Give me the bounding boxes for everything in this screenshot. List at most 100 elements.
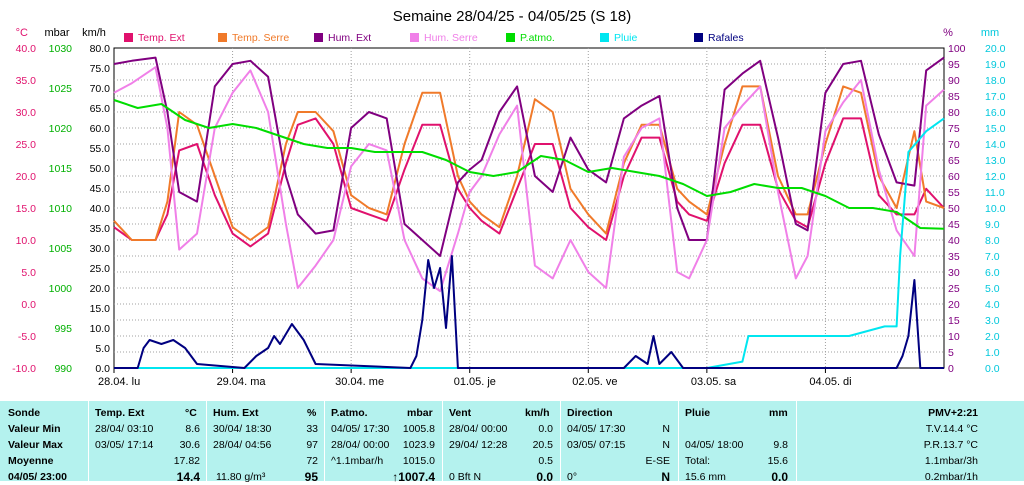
axis-tick-humidity: 70 — [948, 139, 960, 151]
legend-label: Pluie — [614, 32, 638, 44]
temp-min-time: 28/04/ 03:10 — [95, 423, 154, 435]
stats-header-temp: Temp. Ext — [95, 407, 145, 419]
axis-tick-rain: 16.0 — [985, 107, 1006, 119]
hum-min: 33 — [306, 423, 318, 435]
axis-tick-humidity: 60 — [948, 171, 960, 183]
axis-tick-wind: 0.0 — [95, 363, 110, 375]
axis-tick-rain: 6.0 — [985, 267, 1000, 279]
vent-current-extra: 0 Bft N — [449, 471, 482, 483]
axis-tick-rain: 13.0 — [985, 155, 1006, 167]
vent-current: 0.0 — [536, 470, 553, 484]
patmo-avg: 1015.0 — [402, 455, 435, 467]
axis-tick-humidity: 75 — [948, 123, 960, 135]
axis-tick-rain: 4.0 — [985, 299, 1000, 311]
axis-tick-humidity: 55 — [948, 187, 960, 199]
axis-tick-humidity: 40 — [948, 235, 960, 247]
legend-swatch — [124, 33, 133, 42]
axis-label-rain: mm — [981, 27, 999, 39]
axis-tick-wind: 80.0 — [90, 43, 111, 55]
axis-tick-rain: 2.0 — [985, 331, 1000, 343]
patmo-min-time: 04/05/ 17:30 — [331, 423, 390, 435]
row-label-min: Valeur Min — [8, 423, 61, 435]
axis-tick-rain: 15.0 — [985, 123, 1006, 135]
stats-header-vent: Vent — [449, 407, 472, 419]
axis-tick-wind: 50.0 — [90, 163, 111, 175]
axis-tick-pressure: 1020 — [49, 123, 73, 135]
direction-min: N — [662, 423, 670, 435]
axis-tick-pressure: 1015 — [49, 163, 73, 175]
series-line-pluie — [114, 117, 945, 369]
axis-tick-wind: 40.0 — [90, 203, 111, 215]
direction-min-time: 04/05/ 17:30 — [567, 423, 626, 435]
patmo-max-time: 28/04/ 00:00 — [331, 439, 390, 451]
axis-tick-rain: 7.0 — [985, 251, 1000, 263]
series-line-p-atmo- — [113, 99, 945, 230]
patmo-trend: ^1.1mbar/h — [331, 455, 384, 467]
pmv-rate-1h: 0.2mbar/1h — [924, 471, 978, 483]
axis-tick-wind: 15.0 — [90, 303, 111, 315]
vent-min: 0.0 — [538, 423, 553, 435]
stats-panel: Sonde Valeur Min Valeur Max Moyenne 04/0… — [0, 401, 1024, 484]
axis-tick-temp: 35.0 — [16, 75, 37, 87]
axis-tick-temp: 30.0 — [16, 107, 37, 119]
vent-max-time: 29/04/ 12:28 — [449, 439, 508, 451]
pluie-total-label: Total: — [685, 455, 711, 467]
stats-header-pluie-unit: mm — [769, 407, 788, 419]
pmv-rate-3h: 1.1mbar/3h — [924, 455, 978, 467]
axis-tick-pressure: 1005 — [49, 243, 73, 255]
axis-tick-rain: 10.0 — [985, 203, 1006, 215]
legend-label: Hum. Ext — [328, 32, 371, 44]
pluie-total: 15.6 — [767, 455, 788, 467]
axis-tick-humidity: 95 — [948, 59, 960, 71]
pmv-pr: P.R.13.7 °C — [923, 439, 978, 451]
hum-avg: 72 — [306, 455, 318, 467]
axis-tick-rain: 3.0 — [985, 315, 1000, 327]
patmo-current: ↑1007.4 — [392, 470, 435, 484]
axis-tick-temp: 5.0 — [21, 267, 36, 279]
vent-avg: 0.5 — [538, 455, 553, 467]
legend-swatch — [314, 33, 323, 42]
series-line-temp-serre — [113, 85, 945, 241]
pluie-max: 9.8 — [773, 439, 788, 451]
axis-tick-wind: 55.0 — [90, 143, 111, 155]
axis-tick-rain: 0.0 — [985, 363, 1000, 375]
row-label-avg: Moyenne — [8, 455, 54, 467]
axis-tick-pressure: 1025 — [49, 83, 73, 95]
temp-min: 8.6 — [185, 423, 200, 435]
axis-label-pressure: mbar — [44, 27, 69, 39]
stats-header-patmo: P.atmo. — [331, 407, 368, 419]
axis-tick-temp: 0.0 — [21, 299, 36, 311]
x-tick-label: 28.04. lu — [98, 376, 140, 388]
axis-tick-rain: 19.0 — [985, 59, 1006, 71]
legend-swatch — [694, 33, 703, 42]
row-label-current: 04/05/ 23:00 — [8, 471, 67, 483]
hum-min-time: 30/04/ 18:30 — [213, 423, 272, 435]
hum-max: 97 — [306, 439, 318, 451]
series-line-hum-ext — [113, 56, 945, 257]
axis-tick-humidity: 30 — [948, 267, 960, 279]
axis-tick-wind: 35.0 — [90, 223, 111, 235]
x-tick-label: 02.05. ve — [572, 376, 617, 388]
axis-tick-rain: 8.0 — [985, 235, 1000, 247]
legend-swatch — [410, 33, 419, 42]
axis-label-temp: °C — [16, 27, 28, 39]
axis-tick-humidity: 15 — [948, 315, 960, 327]
axis-tick-humidity: 20 — [948, 299, 960, 311]
hum-current: 95 — [304, 470, 318, 484]
axis-tick-pressure: 1030 — [49, 43, 73, 55]
legend-label: Temp. Ext — [138, 32, 185, 44]
axis-tick-rain: 5.0 — [985, 283, 1000, 295]
stats-header-temp-unit: °C — [185, 407, 197, 419]
axis-tick-wind: 65.0 — [90, 103, 111, 115]
axis-tick-rain: 17.0 — [985, 91, 1006, 103]
axis-tick-pressure: 1010 — [49, 203, 73, 215]
axis-tick-temp: 10.0 — [16, 235, 37, 247]
x-tick-label: 29.04. ma — [217, 376, 267, 388]
axis-tick-humidity: 5 — [948, 347, 954, 359]
axis-tick-wind: 30.0 — [90, 243, 111, 255]
axis-tick-humidity: 80 — [948, 107, 960, 119]
axis-tick-pressure: 1000 — [49, 283, 73, 295]
axis-tick-temp: 15.0 — [16, 203, 37, 215]
series-line-rafales — [114, 255, 944, 369]
axis-tick-wind: 10.0 — [90, 323, 111, 335]
